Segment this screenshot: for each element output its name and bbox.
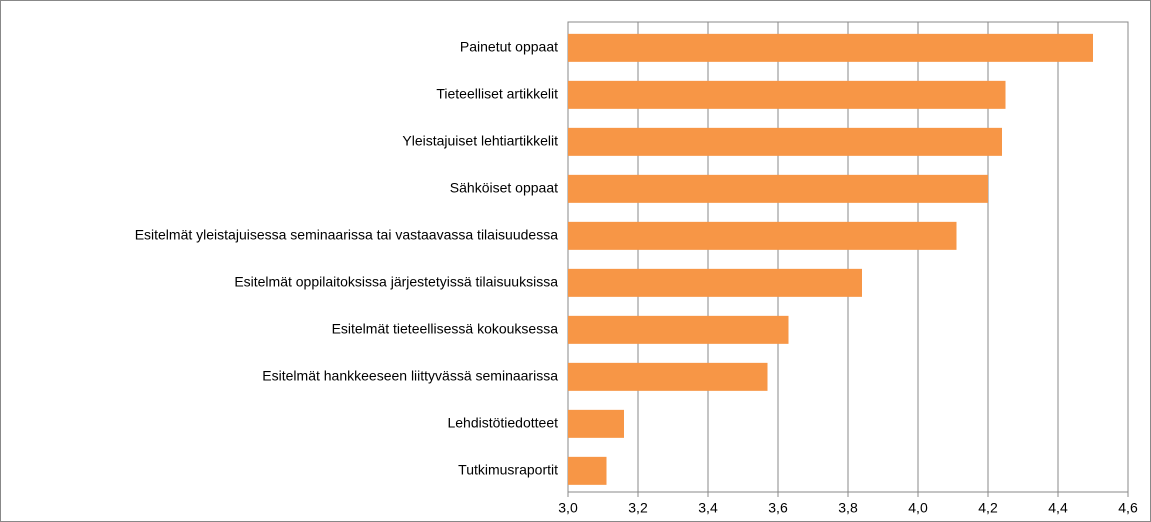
x-tick-label: 3,4 xyxy=(698,500,718,516)
x-tick-label: 4,2 xyxy=(978,500,998,516)
y-tick-label: Lehdistötiedotteet xyxy=(447,415,558,431)
bar xyxy=(568,174,988,203)
y-tick-label: Esitelmät yleistajuisessa seminaarissa t… xyxy=(135,227,559,243)
bar xyxy=(568,33,1093,62)
y-tick-label: Painetut oppaat xyxy=(460,39,558,55)
y-tick-label: Esitelmät oppilaitoksissa järjestetyissä… xyxy=(234,274,558,290)
y-tick-label: Yleistajuiset lehtiartikkelit xyxy=(402,133,558,149)
bar xyxy=(568,362,768,391)
y-tick-label: Esitelmät hankkeeseen liittyvässä semina… xyxy=(262,368,558,384)
x-tick-label: 3,2 xyxy=(628,500,648,516)
bar xyxy=(568,80,1006,109)
bar xyxy=(568,221,957,250)
bar xyxy=(568,127,1002,156)
x-tick-label: 4,4 xyxy=(1048,500,1068,516)
bar xyxy=(568,409,624,438)
bar xyxy=(568,315,789,344)
y-tick-label: Tutkimusraportit xyxy=(458,462,558,478)
y-tick-label: Sähköiset oppaat xyxy=(450,180,558,196)
x-tick-label: 4,6 xyxy=(1118,500,1138,516)
y-tick-label: Esitelmät tieteellisessä kokouksessa xyxy=(332,321,559,337)
y-tick-label: Tieteelliset artikkelit xyxy=(436,86,558,102)
x-tick-label: 3,0 xyxy=(558,500,578,516)
bar xyxy=(568,456,607,485)
x-tick-label: 4,0 xyxy=(908,500,928,516)
x-tick-label: 3,6 xyxy=(768,500,788,516)
bar xyxy=(568,268,862,297)
x-tick-label: 3,8 xyxy=(838,500,858,516)
